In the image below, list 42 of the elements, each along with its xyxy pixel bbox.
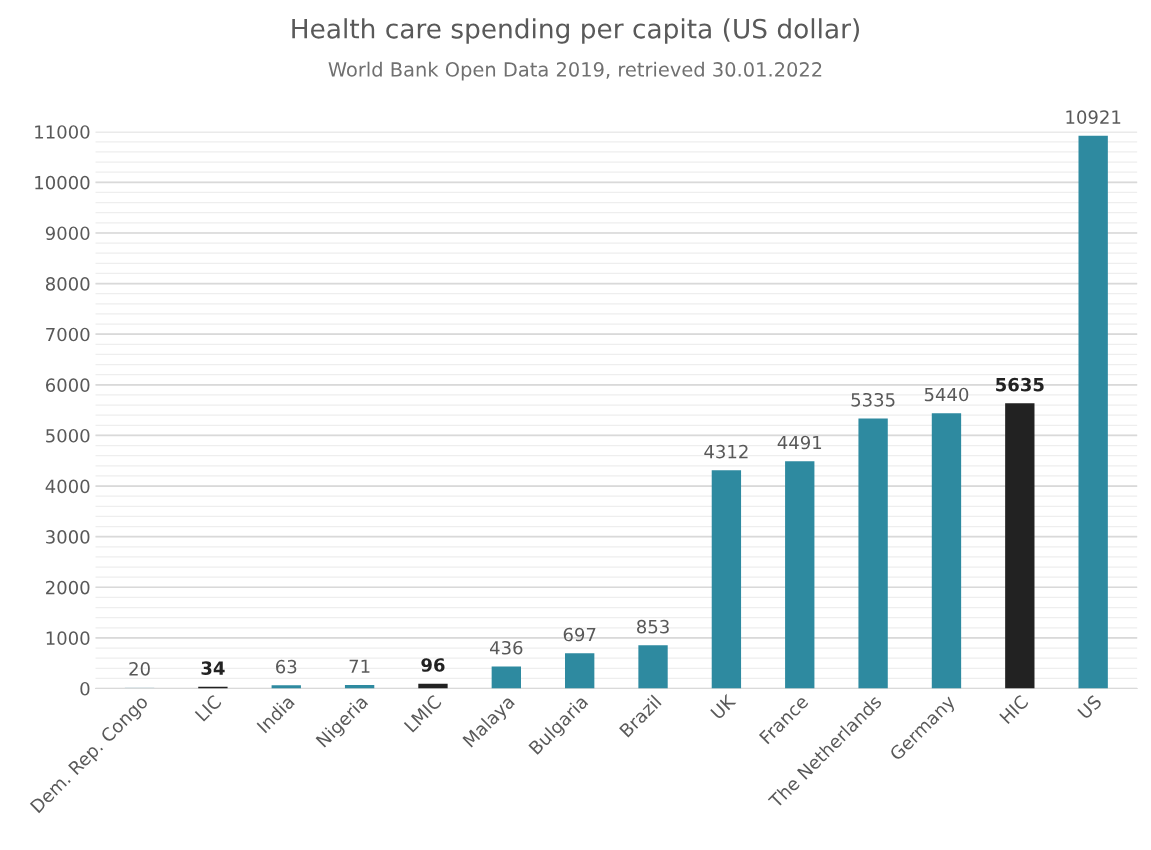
data-label: 5440 (924, 387, 969, 402)
data-label: 697 (563, 627, 596, 642)
bar (491, 666, 521, 689)
data-label: 5335 (851, 392, 895, 407)
bar (1005, 403, 1035, 689)
y-tick-label: 0 (80, 681, 90, 696)
data-label: 34 (201, 661, 225, 675)
y-tick-label: 4000 (45, 479, 90, 494)
bar (711, 470, 742, 689)
bar (858, 418, 888, 689)
y-tick-label: 3000 (46, 530, 90, 544)
y-tick-label: 8000 (45, 277, 90, 291)
chart-subtitle: World Bank Open Data 2019, retrieved 30.01.2022 (328, 61, 822, 81)
data-label: 63 (276, 659, 297, 674)
data-label: 853 (637, 619, 669, 634)
data-label: 5635 (996, 377, 1044, 392)
bar (271, 685, 301, 689)
y-tick-label: 5000 (46, 428, 90, 443)
data-label: 436 (489, 640, 523, 655)
data-label: 20 (129, 661, 150, 676)
data-label: 96 (421, 658, 445, 672)
y-tick-label: 10000 (35, 175, 90, 190)
y-tick-label: 11000 (35, 125, 90, 139)
y-tick-label: 2000 (46, 580, 90, 595)
bar (638, 645, 668, 689)
data-label: 10921 (1066, 110, 1121, 124)
y-tick-label: 6000 (45, 378, 90, 392)
y-tick-label: 9000 (45, 226, 90, 241)
x-tick-label: US (1077, 694, 1103, 720)
x-tick-label: UK (710, 693, 737, 720)
bar (931, 413, 962, 689)
data-label: 4491 (777, 435, 822, 450)
data-label: 4312 (704, 444, 748, 459)
bar (565, 653, 595, 689)
x-tick-label: HIC (999, 694, 1030, 725)
y-tick-label: 7000 (46, 327, 90, 342)
chart-title: Health care spending per capita (US dollar) (292, 18, 859, 44)
bar (1078, 135, 1108, 689)
x-tick-label: LIC (194, 694, 223, 722)
bar (785, 461, 815, 689)
data-label: 71 (349, 659, 370, 673)
y-tick-label: 1000 (46, 631, 90, 645)
